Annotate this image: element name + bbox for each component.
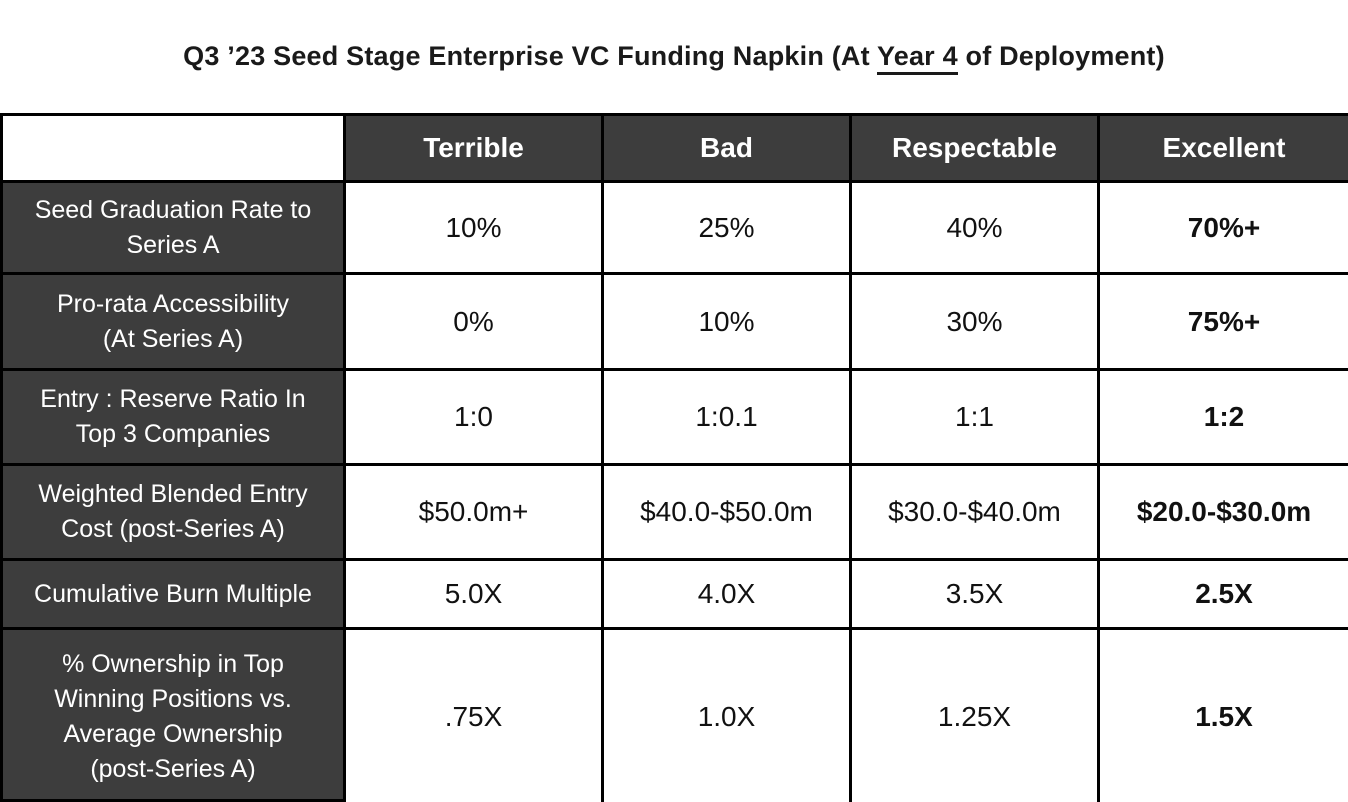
cell-value: 1:0.1 (601, 368, 852, 466)
row-label-ownership-top-winning-positions: % Ownership in Top Winning Positions vs.… (0, 627, 346, 802)
table-row: Weighted Blended Entry Cost (post-Series… (0, 463, 1348, 561)
cell-value: 30% (849, 272, 1100, 371)
funding-napkin-table: Terrible Bad Respectable Excellent Seed … (0, 113, 1348, 802)
column-header-terrible: Terrible (343, 113, 604, 183)
cell-value: 1.25X (849, 627, 1100, 802)
table-row: Entry : Reserve Ratio In Top 3 Companies… (0, 368, 1348, 466)
cell-value: 25% (601, 180, 852, 275)
row-label-pro-rata-accessibility: Pro-rata Accessibility (At Series A) (0, 272, 346, 371)
cell-value: 70%+ (1097, 180, 1348, 275)
cell-value: 1:1 (849, 368, 1100, 466)
cell-value: 1.5X (1097, 627, 1348, 802)
cell-value: 4.0X (601, 558, 852, 630)
cell-value: $20.0-$30.0m (1097, 463, 1348, 561)
column-header-bad: Bad (601, 113, 852, 183)
table-row: Pro-rata Accessibility (At Series A) 0% … (0, 272, 1348, 371)
cell-value: 5.0X (343, 558, 604, 630)
cell-value: $50.0m+ (343, 463, 604, 561)
cell-value: 0% (343, 272, 604, 371)
table-row: Cumulative Burn Multiple 5.0X 4.0X 3.5X … (0, 558, 1348, 630)
cell-value: 1.0X (601, 627, 852, 802)
cell-value: 10% (343, 180, 604, 275)
corner-cell-empty (0, 113, 346, 183)
page-title-suffix: of Deployment) (957, 41, 1165, 71)
column-header-respectable: Respectable (849, 113, 1100, 183)
cell-value: 75%+ (1097, 272, 1348, 371)
page-title-prefix: Q3 ’23 Seed Stage Enterprise VC Funding … (183, 41, 878, 71)
row-label-entry-reserve-ratio: Entry : Reserve Ratio In Top 3 Companies (0, 368, 346, 466)
page-title-underlined-year: Year 4 (877, 41, 958, 75)
cell-value: $30.0-$40.0m (849, 463, 1100, 561)
column-header-excellent: Excellent (1097, 113, 1348, 183)
cell-value: 2.5X (1097, 558, 1348, 630)
cell-value: 40% (849, 180, 1100, 275)
cell-value: 3.5X (849, 558, 1100, 630)
cell-value: 1:2 (1097, 368, 1348, 466)
table-row: Seed Graduation Rate to Series A 10% 25%… (0, 180, 1348, 275)
table-bottom-edge (0, 799, 346, 802)
cell-value: 10% (601, 272, 852, 371)
cell-value: .75X (343, 627, 604, 802)
page-title: Q3 ’23 Seed Stage Enterprise VC Funding … (183, 41, 1165, 75)
row-label-weighted-blended-entry-cost: Weighted Blended Entry Cost (post-Series… (0, 463, 346, 561)
cell-value: $40.0-$50.0m (601, 463, 852, 561)
cell-value: 1:0 (343, 368, 604, 466)
table-row: % Ownership in Top Winning Positions vs.… (0, 627, 1348, 802)
header-row: Terrible Bad Respectable Excellent (0, 113, 1348, 183)
row-label-cumulative-burn-multiple: Cumulative Burn Multiple (0, 558, 346, 630)
row-label-seed-graduation-rate: Seed Graduation Rate to Series A (0, 180, 346, 275)
title-container: Q3 ’23 Seed Stage Enterprise VC Funding … (0, 0, 1348, 113)
